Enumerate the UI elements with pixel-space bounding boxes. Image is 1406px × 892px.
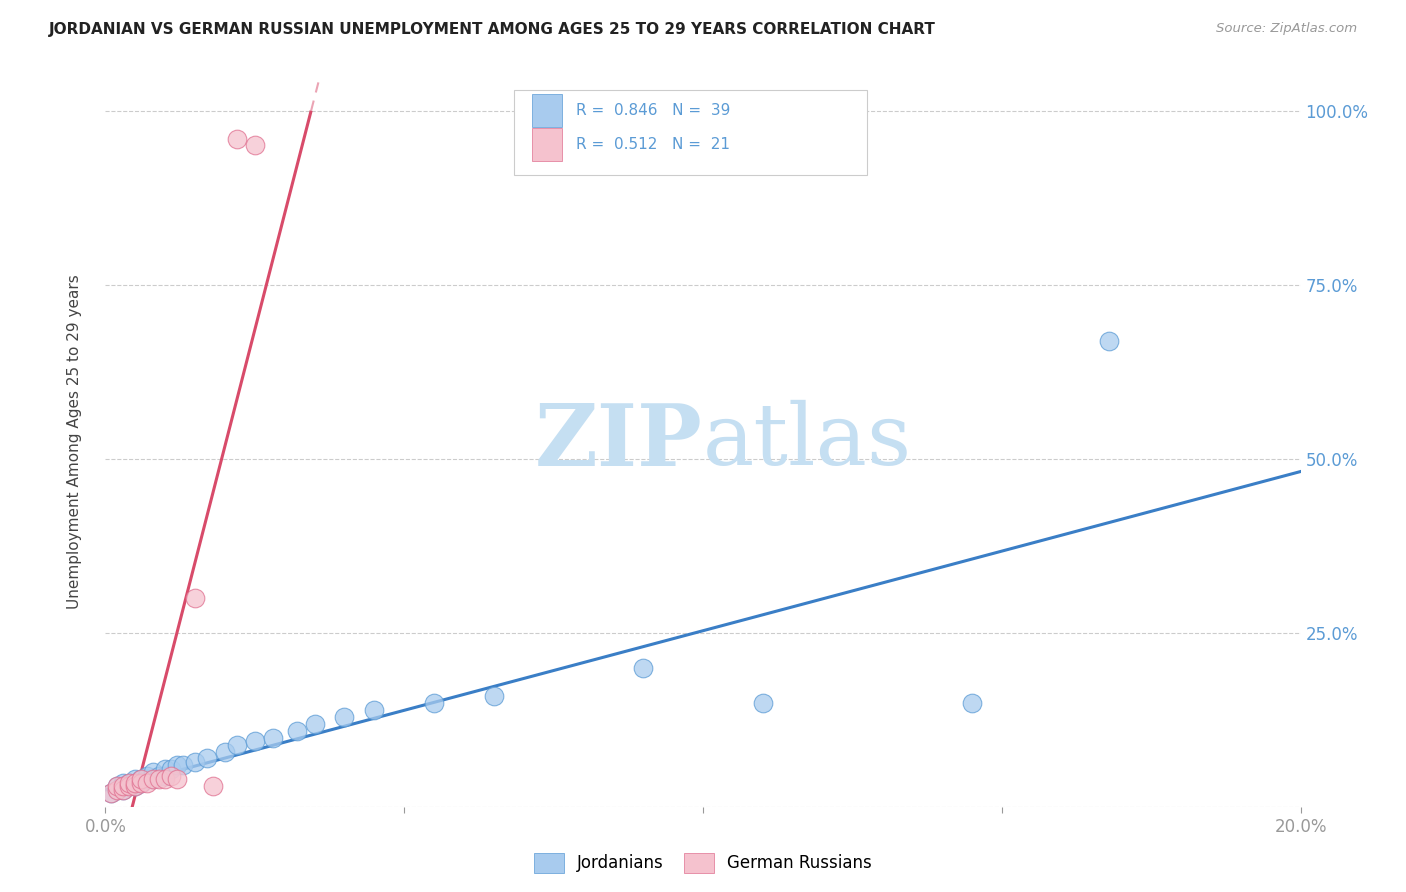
Point (423, 696, 446, 710)
Point (129, 772, 153, 787)
Point (124, 780, 146, 794)
Point (136, 769, 159, 783)
Point (129, 776, 153, 790)
Point (633, 661, 655, 675)
Point (482, 689, 505, 703)
Point (118, 776, 141, 790)
Point (124, 776, 146, 790)
Bar (531, 128, 562, 161)
Point (155, 772, 177, 787)
Point (107, 780, 129, 794)
Point (112, 776, 135, 790)
Point (166, 772, 188, 787)
Point (118, 780, 141, 794)
Point (142, 772, 165, 787)
Point (751, 696, 773, 710)
Point (214, 745, 236, 759)
Point (262, 731, 284, 745)
Point (136, 776, 159, 790)
Point (333, 709, 356, 723)
Bar (515, 90, 866, 175)
Point (129, 772, 153, 787)
Legend: Jordanians, German Russians: Jordanians, German Russians (527, 847, 879, 880)
Point (100, 786, 122, 800)
Bar (531, 95, 562, 127)
Point (118, 780, 141, 794)
Point (112, 780, 135, 794)
Point (155, 762, 177, 776)
Point (142, 765, 165, 780)
Point (155, 769, 177, 783)
Point (172, 758, 194, 772)
Point (124, 780, 146, 794)
Point (160, 769, 183, 783)
Point (112, 782, 135, 797)
Text: ZIP: ZIP (536, 400, 703, 483)
Point (202, 780, 225, 794)
Point (184, 755, 207, 769)
Y-axis label: Unemployment Among Ages 25 to 29 years: Unemployment Among Ages 25 to 29 years (67, 274, 82, 609)
Point (184, 591, 207, 606)
Point (225, 131, 249, 145)
Point (118, 776, 141, 790)
Point (148, 769, 170, 783)
Point (124, 772, 146, 787)
Point (225, 738, 249, 752)
Point (107, 782, 129, 797)
Point (107, 780, 129, 794)
Point (195, 751, 218, 765)
Point (129, 776, 153, 790)
Point (148, 772, 170, 787)
Text: JORDANIAN VS GERMAN RUSSIAN UNEMPLOYMENT AMONG AGES 25 TO 29 YEARS CORRELATION C: JORDANIAN VS GERMAN RUSSIAN UNEMPLOYMENT… (49, 22, 936, 37)
Point (243, 734, 266, 748)
Text: atlas: atlas (703, 400, 912, 483)
Point (136, 772, 159, 787)
Point (960, 696, 983, 710)
Point (112, 780, 135, 794)
Point (124, 776, 146, 790)
Point (112, 782, 135, 797)
Point (304, 716, 326, 731)
Point (107, 782, 129, 797)
Point (243, 138, 266, 153)
Point (100, 786, 122, 800)
Point (166, 758, 188, 772)
Point (160, 762, 183, 776)
Point (142, 772, 165, 787)
Text: Source: ZipAtlas.com: Source: ZipAtlas.com (1216, 22, 1357, 36)
Text: R =  0.512   N =  21: R = 0.512 N = 21 (576, 137, 730, 153)
Point (363, 703, 385, 717)
Text: R =  0.846   N =  39: R = 0.846 N = 39 (576, 103, 731, 118)
Point (1098, 334, 1121, 348)
Point (285, 723, 308, 738)
